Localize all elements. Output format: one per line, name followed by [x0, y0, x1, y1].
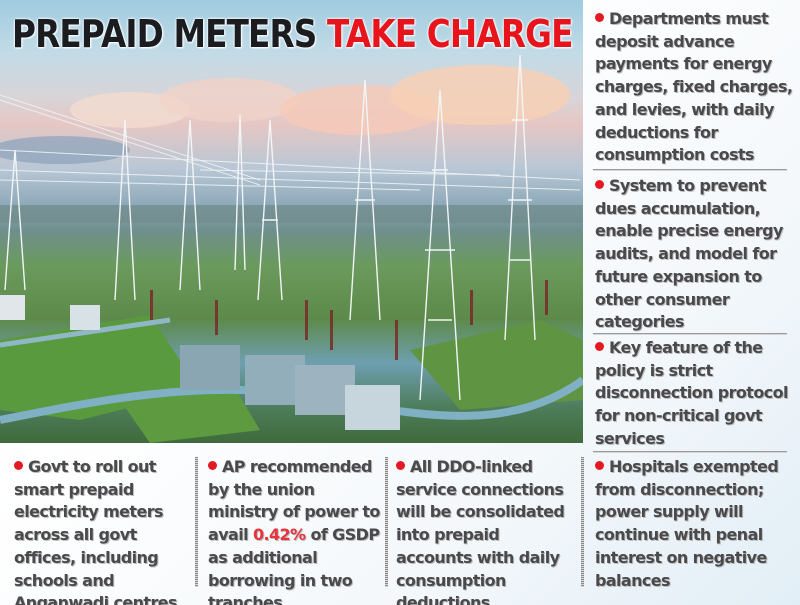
bullet-icon [595, 13, 604, 22]
point-text: of GSDP as additional borrowing in two t… [208, 525, 380, 605]
point-text: AP recommended by the union ministry of … [208, 457, 380, 545]
headline: PREPAID METERS TAKE CHARGE [12, 8, 573, 60]
divider [593, 333, 787, 335]
point-text: All DDO-linked service connections will … [396, 457, 565, 605]
bullet-icon [208, 461, 217, 470]
headline-part-2: TAKE CHARGE [327, 12, 573, 56]
point-advance-payments: Departments must deposit advance payment… [595, 8, 795, 167]
vertical-divider [581, 457, 584, 587]
bullet-icon [595, 461, 604, 470]
point-text: Key feature of the policy is strict disc… [595, 338, 788, 448]
divider [593, 169, 787, 171]
bullet-icon [595, 180, 604, 189]
point-prevent-dues: System to prevent dues accumulation, ena… [595, 175, 795, 334]
point-roll-out: Govt to roll out smart prepaid electrici… [14, 456, 190, 605]
point-text: System to prevent dues accumulation, ena… [595, 176, 783, 332]
bullet-icon [595, 342, 604, 351]
bullet-icon [396, 461, 405, 470]
bullet-icon [14, 461, 23, 470]
point-borrowing: AP recommended by the union ministry of … [208, 456, 383, 605]
vertical-divider [195, 457, 198, 587]
substation-photo: PREPAID METERS TAKE CHARGE [0, 0, 583, 443]
point-text: Hospitals exempted from disconnection; p… [595, 457, 779, 590]
headline-part-1: PREPAID METERS [12, 12, 317, 56]
point-text: Govt to roll out smart prepaid electrici… [14, 457, 178, 605]
point-ddo-connections: All DDO-linked service connections will … [396, 456, 580, 605]
divider [593, 451, 787, 453]
gsdp-percentage: 0.42% [252, 525, 306, 545]
point-disconnection-protocol: Key feature of the policy is strict disc… [595, 337, 795, 451]
substation-illustration [0, 54, 583, 443]
point-text: Departments must deposit advance payment… [595, 9, 793, 165]
vertical-divider [385, 457, 388, 587]
point-hospitals-exempted: Hospitals exempted from disconnection; p… [595, 456, 795, 592]
